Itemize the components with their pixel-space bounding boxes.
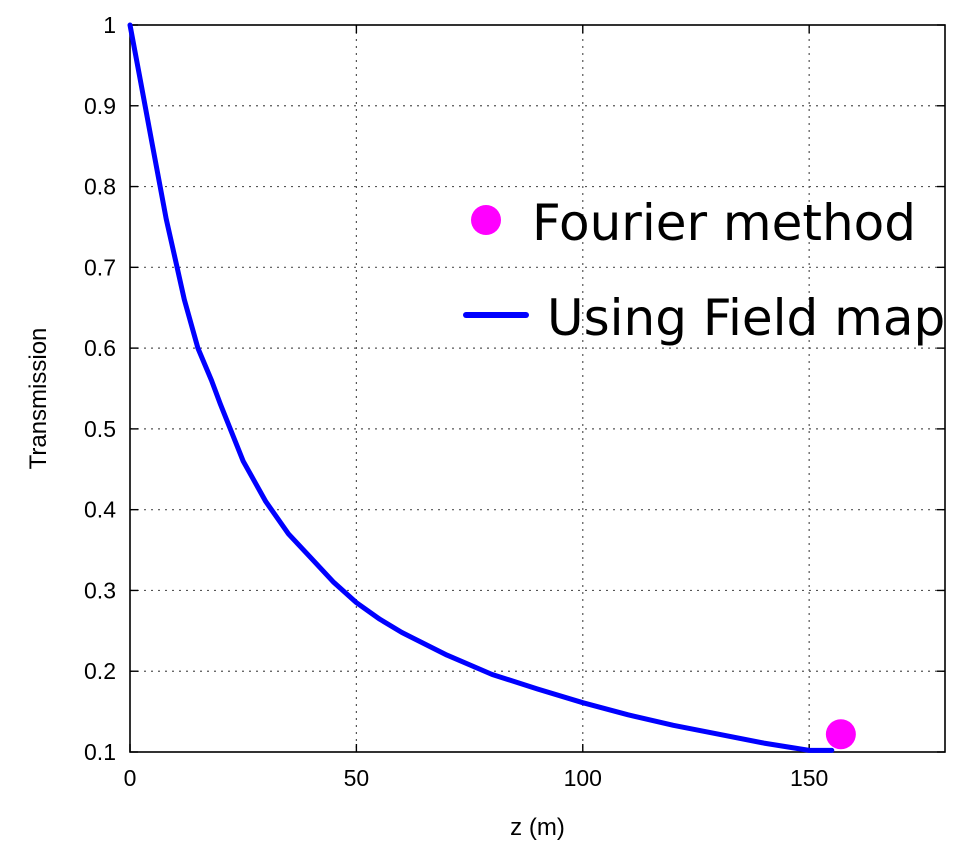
y-tick-label: 0.6: [84, 335, 116, 361]
x-tick-label: 0: [124, 765, 137, 791]
legend: Fourier method Using Field map: [463, 194, 945, 347]
y-tick-label: 0.2: [84, 658, 116, 684]
series-line-using-field-map: [127, 22, 835, 753]
y-tick-label: 0.3: [84, 577, 116, 603]
y-tick-label: 0.5: [84, 416, 116, 442]
y-tick-label: 0.1: [84, 739, 116, 765]
y-tick-label: 0.8: [84, 174, 116, 200]
legend-marker-fourier-method: [471, 205, 501, 235]
x-tick-label: 50: [344, 765, 370, 791]
y-tick-labels: 0.1 0.2 0.3 0.4 0.5 0.6 0.7 0.8 0.9 1: [84, 12, 116, 765]
y-tick-label: 0.9: [84, 93, 116, 119]
axis-ticks: [129, 24, 945, 753]
y-tick-label: 1: [103, 12, 116, 38]
x-axis-label: z (m): [510, 814, 565, 841]
data-point-fourier-method: [825, 719, 856, 750]
series-layer: [127, 22, 856, 753]
y-tick-label: 0.4: [84, 497, 116, 523]
legend-label-fourier-method: Fourier method: [532, 194, 916, 252]
x-tick-label: 100: [564, 765, 602, 791]
grid: [130, 25, 945, 752]
y-axis-label: Transmission: [25, 328, 52, 470]
y-tick-label: 0.7: [84, 254, 116, 280]
x-tick-label: 150: [790, 765, 828, 791]
legend-label-using-field-map: Using Field map: [547, 289, 945, 347]
x-tick-labels: 0 50 100 150: [124, 765, 829, 791]
plot-area-frame: [129, 24, 946, 753]
